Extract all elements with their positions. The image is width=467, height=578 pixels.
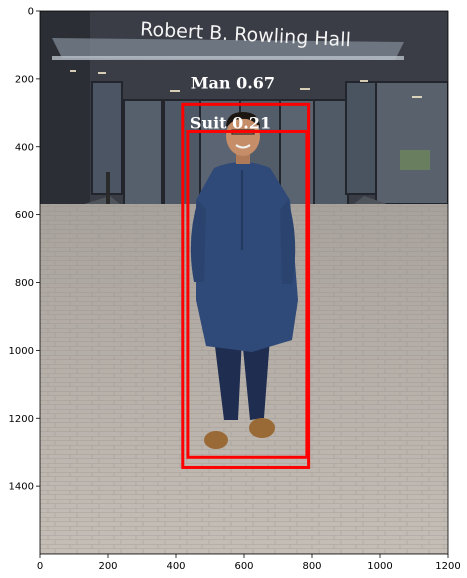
y-tick-label-6: 1200 [9, 414, 34, 425]
detections: Man 0.67 Suit 0.21 [181, 73, 311, 469]
detection-box-1 [186, 129, 309, 459]
smile [235, 144, 251, 149]
bollard [106, 172, 110, 214]
x-tick-label-5: 1000 [367, 561, 392, 572]
head [226, 116, 260, 156]
interior-lights [70, 70, 422, 98]
y-tick-label-5: 1000 [9, 346, 34, 357]
y-tick-label-7: 1400 [9, 482, 34, 493]
x-tick-label-4: 800 [302, 561, 321, 572]
left-arm [190, 200, 206, 282]
y-tick-label-2: 400 [15, 142, 34, 153]
x-tick-label-6: 1200 [435, 561, 460, 572]
y-tick-label-1: 200 [15, 74, 34, 85]
detection-label-0: Man 0.67 [191, 73, 275, 92]
detection-box-0 [181, 102, 311, 469]
detection-label-1: Suit 0.21 [190, 113, 271, 132]
jeans [214, 338, 270, 420]
photo: Robert B. Rowling Hall [40, 11, 448, 554]
glass-canopy [52, 38, 404, 60]
left-shoe [204, 431, 228, 449]
x-tick-label-0: 0 [37, 561, 43, 572]
y-tick-label-0: 0 [28, 7, 34, 18]
x-tick-label-1: 200 [98, 561, 117, 572]
x-tick-label-2: 400 [166, 561, 185, 572]
x-axis: 0 200 400 600 800 1000 1200 [37, 554, 461, 572]
right-arm [280, 200, 296, 284]
kurta [196, 162, 298, 352]
hair [226, 112, 260, 128]
person [190, 112, 298, 449]
y-axis: 0 200 400 600 800 1000 1200 1400 [9, 7, 40, 493]
right-shoe [249, 418, 275, 438]
x-tick-label-3: 600 [234, 561, 253, 572]
y-tick-label-4: 800 [15, 278, 34, 289]
y-tick-label-3: 600 [15, 210, 34, 221]
canopy-edge [52, 56, 404, 60]
